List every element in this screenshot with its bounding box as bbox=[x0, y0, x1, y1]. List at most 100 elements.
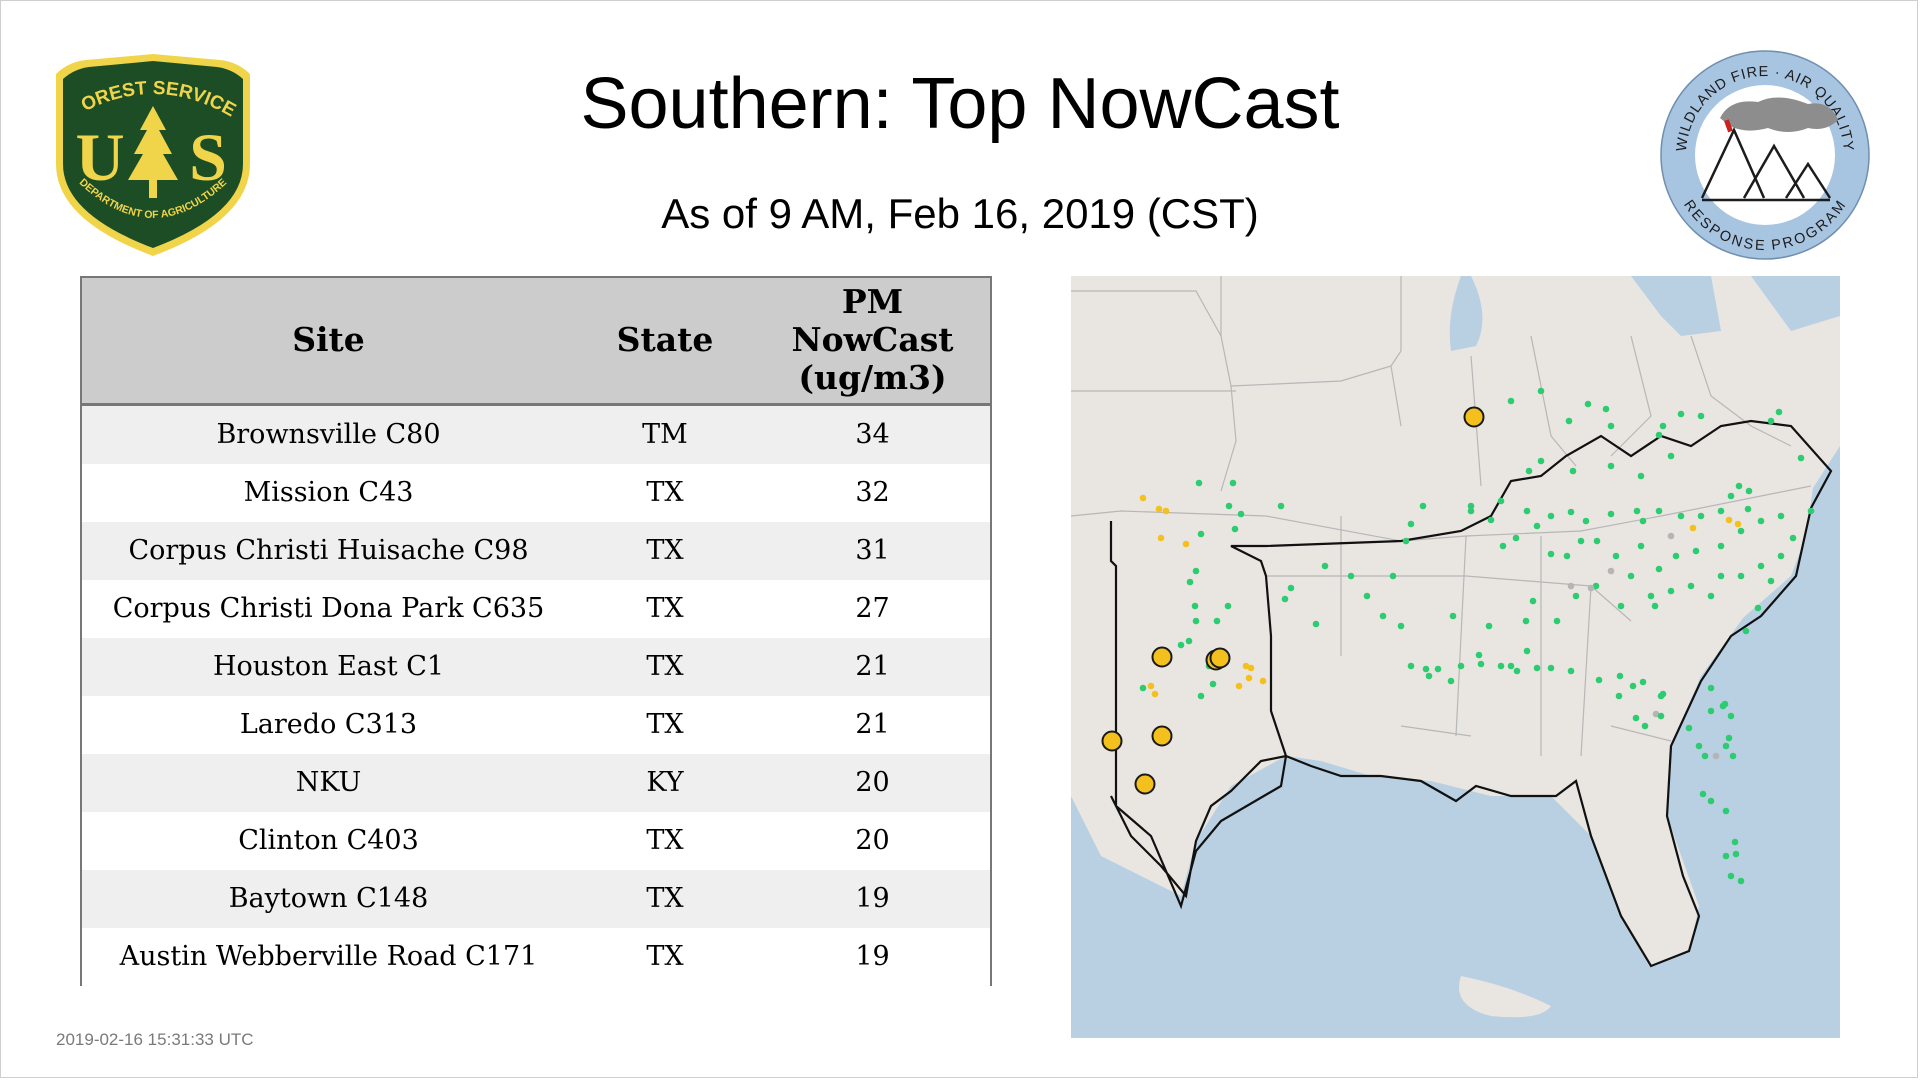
monitor-point-good bbox=[1697, 512, 1705, 520]
monitor-point-good bbox=[1701, 752, 1709, 760]
lake-michigan bbox=[1449, 276, 1483, 351]
monitor-point-moderate bbox=[1245, 674, 1253, 682]
monitor-point-good bbox=[1513, 667, 1521, 675]
monitor-point-good bbox=[1731, 838, 1739, 846]
table-row: Houston East C1 TX 21 bbox=[82, 637, 990, 696]
monitor-point-good bbox=[1737, 527, 1745, 535]
table-row: Corpus Christi Dona Park C635 TX 27 bbox=[82, 579, 990, 638]
state-border bbox=[1580, 585, 1592, 757]
map-land-cuba bbox=[1459, 976, 1551, 1018]
monitor-point-good bbox=[1422, 665, 1430, 673]
monitor-point-good bbox=[1229, 479, 1237, 487]
site-cell: Austin Webberville Road C171 bbox=[119, 940, 538, 972]
monitor-point-good bbox=[1655, 431, 1663, 439]
monitor-point-good bbox=[1767, 577, 1775, 585]
monitor-point-moderate bbox=[1182, 540, 1190, 548]
monitor-point-good bbox=[1651, 602, 1659, 610]
monitor-point-moderate bbox=[1689, 524, 1697, 532]
monitor-point-good bbox=[1407, 520, 1415, 528]
pm-value-cell: 20 bbox=[855, 824, 890, 856]
monitor-point-good bbox=[1744, 505, 1752, 513]
monitor-point-good bbox=[1563, 552, 1571, 560]
monitor-point-nodata bbox=[1712, 752, 1720, 760]
monitor-point-good bbox=[1699, 790, 1707, 798]
state-border bbox=[1690, 335, 1792, 447]
top-site-marker bbox=[1101, 730, 1123, 752]
smoke-icon bbox=[1720, 97, 1838, 132]
table-row: Laredo C313 TX 21 bbox=[82, 695, 990, 754]
monitor-point-good bbox=[1192, 617, 1200, 625]
monitor-point-good bbox=[1449, 612, 1457, 620]
site-cell: NKU bbox=[295, 766, 362, 798]
state-cell: TX bbox=[646, 650, 684, 682]
monitor-point-good bbox=[1522, 617, 1530, 625]
state-cell: TM bbox=[642, 418, 688, 450]
monitor-point-good bbox=[1729, 752, 1737, 760]
monitor-point-good bbox=[1717, 507, 1725, 515]
monitor-point-good bbox=[1321, 562, 1329, 570]
monitor-point-good bbox=[1687, 582, 1695, 590]
monitor-point-good bbox=[1789, 534, 1797, 542]
monitor-point-good bbox=[1602, 405, 1610, 413]
monitor-point-good bbox=[1657, 692, 1665, 700]
monitor-point-good bbox=[1757, 562, 1765, 570]
monitor-point-good bbox=[1312, 620, 1320, 628]
monitor-point-good bbox=[1637, 472, 1645, 480]
fs-letter-s: S bbox=[189, 119, 227, 195]
site-cell: Baytown C148 bbox=[228, 882, 429, 914]
site-cell: Corpus Christi Huisache C98 bbox=[128, 534, 529, 566]
table-row: Clinton C403 TX 20 bbox=[82, 811, 990, 870]
pm-header-line: NowCast bbox=[791, 320, 954, 360]
state-border bbox=[1610, 335, 1652, 457]
fs-letter-u: U bbox=[75, 119, 124, 195]
monitor-point-good bbox=[1572, 592, 1580, 600]
monitor-point-moderate bbox=[1734, 520, 1742, 528]
monitor-point-nodata bbox=[1607, 567, 1615, 575]
state-cell: TX bbox=[646, 534, 684, 566]
monitor-point-good bbox=[1657, 712, 1665, 720]
column-header-state: State bbox=[575, 278, 755, 406]
monitor-point-good bbox=[1582, 517, 1590, 525]
monitor-point-good bbox=[1593, 537, 1601, 545]
monitor-point-good bbox=[1807, 507, 1815, 515]
monitor-point-good bbox=[1592, 582, 1600, 590]
monitor-point-good bbox=[1537, 457, 1545, 465]
monitor-point-good bbox=[1186, 578, 1194, 586]
state-cell: TX bbox=[646, 592, 684, 624]
monitor-point-good bbox=[1553, 617, 1561, 625]
monitor-point-good bbox=[1287, 584, 1295, 592]
monitor-point-moderate bbox=[1157, 534, 1165, 542]
state-border bbox=[1266, 575, 1632, 622]
monitor-point-good bbox=[1523, 507, 1531, 515]
monitor-point-good bbox=[1402, 537, 1410, 545]
monitor-point-good bbox=[1477, 660, 1485, 668]
monitor-point-good bbox=[1637, 542, 1645, 550]
monitor-point-good bbox=[1727, 492, 1735, 500]
site-cell: Corpus Christi Dona Park C635 bbox=[112, 592, 545, 624]
top-site-marker bbox=[1209, 647, 1231, 669]
monitor-point-good bbox=[1641, 722, 1649, 730]
monitor-point-good bbox=[1407, 662, 1415, 670]
lake-ontario bbox=[1751, 276, 1840, 331]
monitor-point-good bbox=[1722, 852, 1730, 860]
monitor-point-good bbox=[1475, 651, 1483, 659]
region-outline bbox=[1109, 419, 1833, 968]
monitor-point-good bbox=[1629, 682, 1637, 690]
pm-value-cell: 21 bbox=[855, 650, 890, 682]
monitor-point-good bbox=[1627, 572, 1635, 580]
monitor-point-good bbox=[1659, 422, 1667, 430]
monitor-point-good bbox=[1775, 408, 1783, 416]
monitor-point-good bbox=[1737, 877, 1745, 885]
monitor-point-good bbox=[1547, 512, 1555, 520]
forest-service-logo: FOREST SERVICE DEPARTMENT OF AGRICULTURE… bbox=[50, 52, 250, 256]
column-header-site: Site bbox=[82, 278, 575, 406]
monitor-point-good bbox=[1632, 714, 1640, 722]
monitor-point-moderate bbox=[1235, 682, 1243, 690]
monitor-point-good bbox=[1363, 592, 1371, 600]
monitor-point-good bbox=[1419, 502, 1427, 510]
monitor-point-good bbox=[1467, 507, 1475, 515]
column-header-pm-nowcast: PM NowCast (ug/m3) bbox=[755, 278, 990, 406]
air-quality-map bbox=[1071, 276, 1840, 1038]
monitor-point-good bbox=[1379, 612, 1387, 620]
